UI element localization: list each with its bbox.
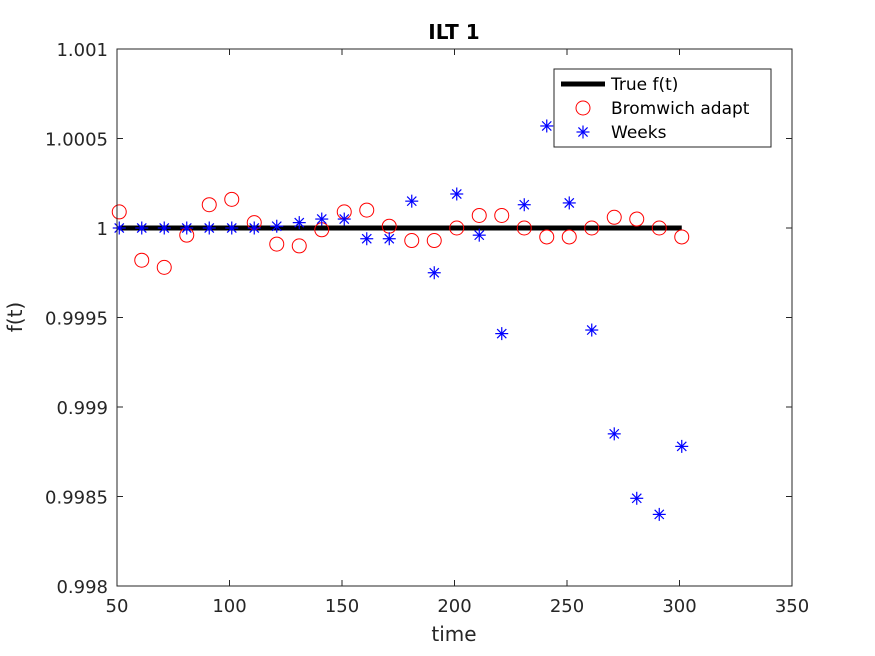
point-bromwich-adapt (156, 259, 172, 275)
chart-title: ILT 1 (428, 20, 479, 44)
series-layer (111, 119, 690, 521)
point-bromwich-adapt (449, 220, 465, 236)
point-weeks (495, 327, 509, 341)
legend-label-weeks: Weeks (611, 123, 667, 143)
point-weeks (337, 212, 351, 226)
point-weeks (630, 491, 644, 505)
point-bromwich-adapt (269, 236, 285, 252)
legend-swatch-weeks (576, 125, 590, 139)
point-weeks (225, 221, 239, 235)
point-weeks (315, 212, 329, 226)
x-tick-label: 100 (212, 596, 246, 617)
point-bromwich-adapt (224, 191, 240, 207)
point-bromwich-adapt (651, 220, 667, 236)
x-tick-label: 150 (325, 596, 359, 617)
legend-label-true: True f(t) (610, 75, 678, 95)
point-bromwich-adapt (494, 207, 510, 223)
point-bromwich-adapt (674, 229, 690, 245)
point-weeks (247, 221, 261, 235)
point-weeks (562, 196, 576, 210)
point-weeks (652, 507, 666, 521)
point-bromwich-adapt (201, 197, 217, 213)
point-bromwich-adapt (134, 252, 150, 268)
point-weeks (360, 232, 374, 246)
point-bromwich-adapt (561, 229, 577, 245)
x-tick-label: 200 (437, 596, 471, 617)
y-tick-label: 0.999 (56, 398, 108, 419)
y-tick-label: 0.9995 (45, 309, 108, 330)
point-weeks (517, 198, 531, 212)
point-bromwich-adapt (291, 238, 307, 254)
point-weeks (202, 221, 216, 235)
y-tick-label: 0.9985 (45, 488, 108, 509)
point-bromwich-adapt (516, 220, 532, 236)
point-weeks (450, 187, 464, 201)
point-weeks (270, 219, 284, 233)
point-weeks (585, 323, 599, 337)
point-bromwich-adapt (404, 233, 420, 249)
y-axis-label: f(t) (3, 302, 27, 333)
x-tick-label: 300 (662, 596, 696, 617)
y-tick-label: 1.0005 (45, 130, 108, 151)
point-weeks (540, 119, 554, 133)
point-weeks (180, 221, 194, 235)
point-weeks (157, 221, 171, 235)
point-weeks (427, 266, 441, 280)
y-tick-label: 0.998 (56, 577, 108, 598)
point-weeks (405, 194, 419, 208)
point-bromwich-adapt (584, 220, 600, 236)
point-bromwich-adapt (426, 233, 442, 249)
plot-frame (116, 48, 793, 587)
x-tick-label: 350 (775, 596, 809, 617)
y-tick-label: 1 (97, 219, 108, 240)
point-weeks (112, 221, 126, 235)
x-tick-label: 50 (106, 596, 129, 617)
point-weeks (607, 427, 621, 441)
point-weeks (675, 439, 689, 453)
axis-ticks: 50 100 150 200 250 300 350 0.998 0.9985 0.999 0.99… (45, 40, 809, 617)
point-bromwich-adapt (111, 204, 127, 220)
y-tick-label: 1.001 (56, 40, 108, 61)
x-tick-label: 250 (550, 596, 584, 617)
point-bromwich-adapt (606, 209, 622, 225)
point-weeks (292, 216, 306, 230)
point-bromwich-adapt (471, 207, 487, 223)
point-bromwich-adapt (629, 211, 645, 227)
point-bromwich-adapt (539, 229, 555, 245)
point-weeks (472, 228, 486, 242)
legend-swatch-bromwich (575, 100, 591, 116)
x-axis-label: time (431, 622, 476, 646)
point-weeks (382, 232, 396, 246)
legend: True f(t) Bromwich adapt Weeks (553, 68, 772, 148)
legend-label-bromwich: Bromwich adapt (611, 99, 750, 119)
point-weeks (135, 221, 149, 235)
legend-asterisk-mark (576, 125, 590, 139)
point-bromwich-adapt (359, 202, 375, 218)
